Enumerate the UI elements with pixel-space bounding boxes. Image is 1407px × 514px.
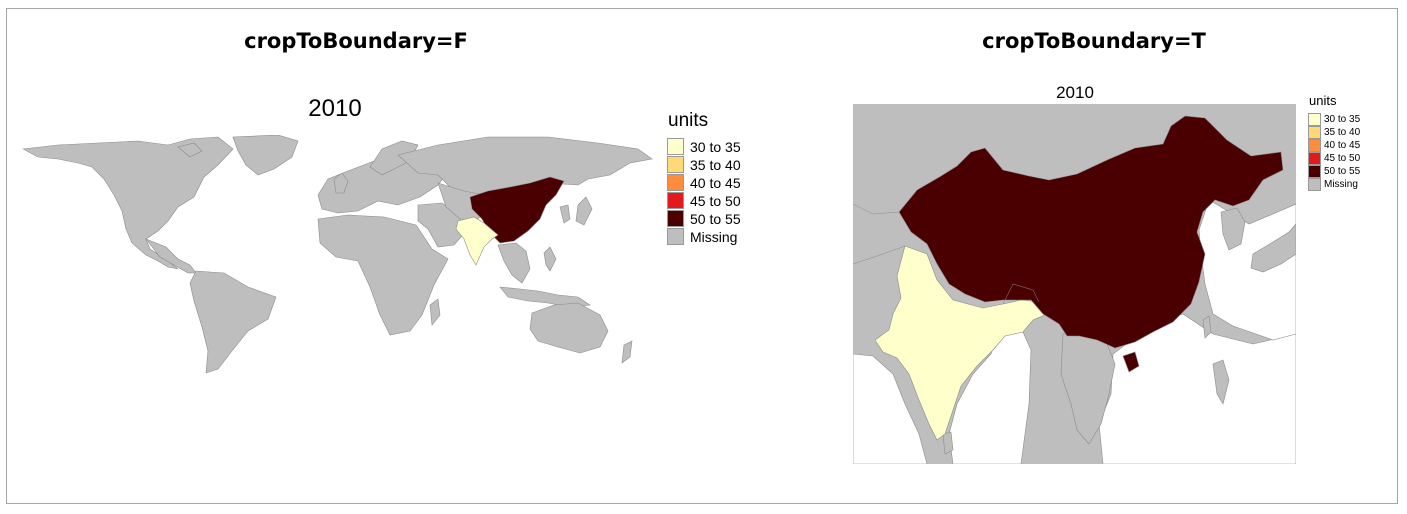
legend-label: 40 to 45 [690, 174, 741, 191]
legend-label: 45 to 50 [690, 192, 741, 209]
panel-2-map-title: 2010 [1056, 83, 1094, 102]
panel-2-legend-item: 35 to 40 [1308, 126, 1360, 139]
africa [317, 214, 449, 336]
panel-1-world-map [22, 135, 653, 374]
legend-label: 50 to 55 [1324, 166, 1361, 177]
figure-frame [6, 8, 1398, 504]
india-region [874, 245, 1048, 441]
legend-label: 50 to 55 [690, 210, 741, 227]
legend-swatch [1308, 152, 1321, 165]
panel-1-legend-item: 35 to 40 [667, 156, 741, 173]
panel-2-cropped-map [853, 104, 1296, 464]
china-region [898, 115, 1284, 349]
legend-label: Missing [1324, 179, 1358, 190]
japan-islands [1250, 223, 1296, 273]
arctic-islands [177, 142, 203, 158]
panel-2-legend-item: 45 to 50 [1308, 152, 1360, 165]
legend-swatch [1308, 113, 1321, 126]
panel-1-legend-item: Missing [667, 228, 737, 245]
philippines-islands [1212, 359, 1230, 405]
british-isles [333, 172, 349, 194]
north-america-landmass [22, 136, 234, 270]
panel-1-legend-item: 40 to 45 [667, 174, 741, 191]
philippines [543, 246, 557, 272]
legend-label: 35 to 40 [1324, 127, 1361, 138]
legend-swatch [667, 228, 684, 245]
korea-peninsula [1220, 207, 1246, 251]
legend-swatch [667, 192, 684, 209]
country-border [853, 203, 900, 215]
hainan-island [1122, 351, 1140, 373]
panel-1-legend-item: 45 to 50 [667, 192, 741, 209]
legend-swatch [667, 156, 684, 173]
south-america [189, 270, 277, 374]
panel-1-legend-title: units [668, 110, 709, 131]
panel-2-legend-item: 40 to 45 [1308, 139, 1360, 152]
legend-label: 40 to 45 [1324, 140, 1361, 151]
panel-2-heading: cropToBoundary=T [982, 29, 1206, 53]
korea [559, 204, 571, 224]
legend-label: Missing [690, 228, 738, 245]
bay-of-bengal-sea [948, 331, 1032, 464]
greenland [232, 135, 299, 176]
panel-1-map-title: 2010 [308, 95, 362, 122]
legend-swatch [1308, 126, 1321, 139]
legend-label: 30 to 35 [1324, 114, 1361, 125]
arabian-sea [853, 353, 928, 464]
legend-swatch [1308, 178, 1321, 191]
panel-1-heading: cropToBoundary=F [244, 29, 468, 53]
country-border [853, 245, 906, 265]
india-region [455, 216, 499, 266]
legend-swatch [1308, 165, 1321, 178]
panel-1-legend-item: 30 to 35 [667, 138, 741, 155]
legend-label: 45 to 50 [1324, 153, 1361, 164]
legend-swatch [667, 138, 684, 155]
australia [529, 302, 609, 354]
legend-label: 30 to 35 [690, 138, 741, 155]
panel-2-legend-item: 50 to 55 [1308, 165, 1360, 178]
southeast-asia [497, 242, 531, 284]
legend-swatch [1308, 139, 1321, 152]
panel-1-legend-item: 50 to 55 [667, 210, 741, 227]
japan [575, 196, 593, 226]
legend-swatch [667, 210, 684, 227]
madagascar [429, 298, 441, 326]
new-zealand [621, 340, 633, 364]
panel-2-legend-item: Missing [1308, 178, 1358, 191]
legend-swatch [667, 174, 684, 191]
indonesia [499, 286, 591, 308]
panel-2-legend-title: units [1309, 93, 1337, 108]
panel-2-legend-item: 30 to 35 [1308, 113, 1360, 126]
sri-lanka [942, 431, 954, 455]
legend-label: 35 to 40 [690, 156, 741, 173]
taiwan [1202, 315, 1212, 339]
southeast-asia-land [1060, 333, 1116, 445]
country-border [1002, 283, 1040, 305]
